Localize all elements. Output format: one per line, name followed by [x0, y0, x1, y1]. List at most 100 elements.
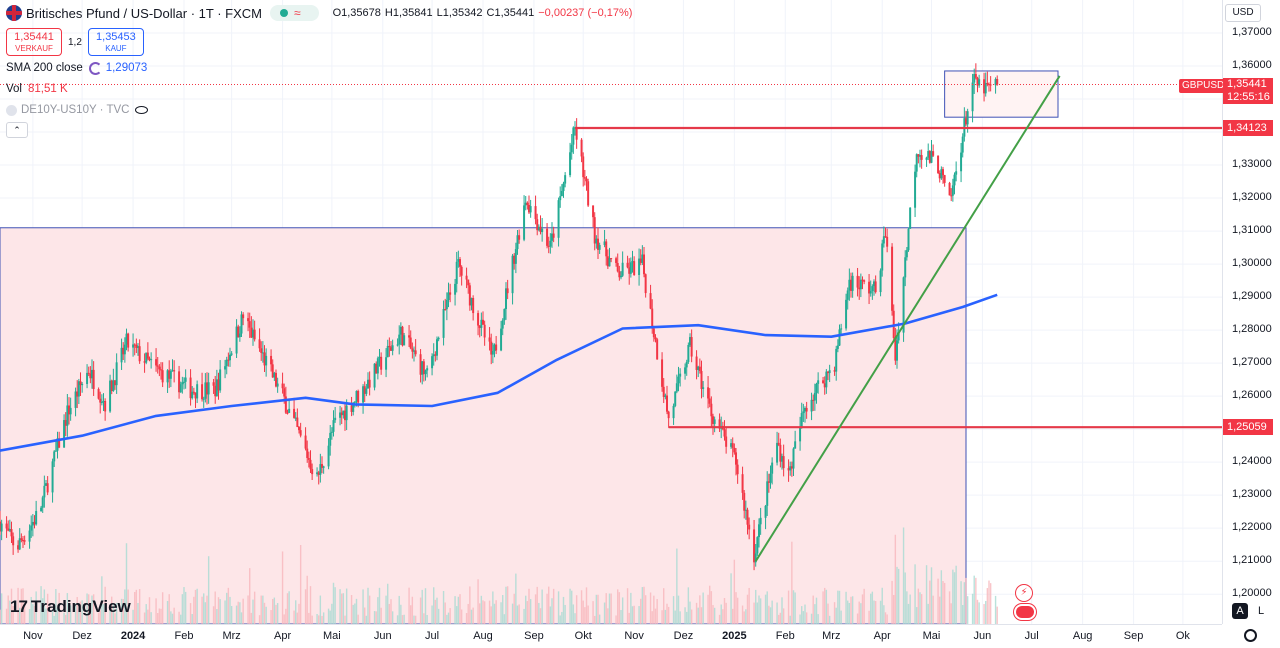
volume-bar	[334, 587, 336, 624]
compare-legend[interactable]: DE10Y-US10Y · TVC	[6, 101, 636, 119]
candle-body	[685, 361, 688, 368]
volume-bar	[286, 593, 289, 624]
collapse-legend-button[interactable]: ⌃	[6, 122, 28, 138]
volume-bar	[288, 591, 290, 624]
market-status[interactable]: ≈	[269, 5, 319, 21]
candle-body	[928, 151, 931, 163]
volume-bar	[505, 586, 507, 624]
candle-body	[104, 400, 107, 412]
candle-body	[155, 359, 158, 366]
volume-bar	[940, 570, 943, 624]
volume-bar	[380, 607, 382, 624]
candle-body	[316, 472, 319, 475]
log-scale-button[interactable]: L	[1257, 605, 1265, 617]
volume-bar	[306, 575, 308, 624]
compare-label: DE10Y-US10Y · TVC	[21, 104, 130, 116]
volume-bar	[46, 593, 49, 624]
sell-button[interactable]: 1,35441 VERKAUF	[6, 28, 62, 56]
time-tick-label: Sep	[1123, 630, 1144, 642]
candle-body	[551, 233, 553, 241]
volume-bar	[125, 543, 128, 624]
volume-bar	[457, 596, 460, 624]
volume-bar	[470, 609, 473, 624]
hidden-eye-icon[interactable]	[135, 106, 149, 114]
auto-scale-button[interactable]: A	[1232, 603, 1248, 619]
symbol-title[interactable]: Britisches Pfund / US-Dollar · 1T · FXCM	[26, 5, 262, 21]
volume-bar	[403, 614, 405, 624]
volume-bar	[536, 586, 538, 624]
candle-body	[919, 155, 921, 157]
volume-bar	[112, 603, 115, 624]
volume-bar	[219, 599, 221, 624]
sma-legend[interactable]: SMA 200 close 1,29073	[6, 59, 636, 77]
candle-body	[823, 383, 826, 388]
candle-body	[518, 235, 521, 240]
volume-bar	[88, 594, 90, 624]
flash-event-icon[interactable]: ⚡	[1015, 584, 1033, 602]
buy-button[interactable]: 1,35453 KAUF	[87, 28, 144, 56]
volume-bar	[564, 604, 566, 624]
candle-body	[363, 386, 366, 394]
volume-bar	[114, 613, 116, 624]
candle-body	[81, 383, 84, 386]
volume-bar	[896, 566, 898, 624]
volume-bar	[962, 605, 964, 624]
candle-body	[10, 529, 13, 537]
volume-bar	[235, 605, 238, 624]
candle-body	[871, 286, 874, 292]
candle-body	[181, 382, 184, 385]
volume-bar	[161, 592, 164, 624]
chart-zones	[0, 70, 1059, 624]
currency-button[interactable]: USD	[1225, 4, 1261, 22]
volume-bar	[848, 602, 851, 624]
volume-bar	[155, 598, 157, 624]
settings-gear-icon[interactable]	[1244, 629, 1257, 642]
candle-body	[253, 329, 256, 340]
candle-body	[368, 379, 371, 388]
ohlc-open: O1,35678	[332, 7, 381, 19]
volume-bar	[99, 610, 101, 624]
volume-bar	[663, 588, 665, 624]
volume-bar	[354, 603, 356, 624]
candle-body	[432, 354, 435, 357]
price-axis[interactable]	[1222, 0, 1280, 624]
candle-body	[18, 538, 21, 550]
volume-bar	[697, 607, 699, 624]
volume-bar	[528, 588, 530, 624]
volume-bar	[988, 580, 990, 624]
price-tick-label: 1,22000	[1232, 521, 1272, 534]
candle-body	[817, 380, 820, 384]
candle-body	[353, 401, 356, 403]
candle-body	[524, 202, 527, 206]
candle-body	[733, 447, 736, 453]
candle-body	[868, 281, 871, 294]
volume-bar	[838, 590, 841, 624]
volume-bar	[449, 608, 451, 624]
candle-body	[920, 155, 923, 160]
volume-bar	[74, 603, 77, 624]
volume-bar	[920, 594, 923, 624]
candle-body	[455, 261, 458, 284]
time-axis[interactable]	[0, 624, 1222, 648]
economic-event-icon[interactable]	[1014, 604, 1036, 620]
volume-bar	[745, 609, 747, 624]
tradingview-logo[interactable]: 17 TradingView	[10, 597, 131, 617]
candle-body	[311, 469, 314, 475]
candle-body	[759, 517, 762, 525]
candle-body	[723, 429, 726, 437]
volume-bar	[262, 595, 264, 624]
time-tick-label: Aug	[473, 630, 493, 642]
volume-bar	[628, 612, 630, 624]
candle-body	[598, 244, 601, 250]
volume-bar	[180, 614, 182, 624]
volume-bar	[0, 609, 1, 624]
candle-body	[838, 329, 841, 346]
volume-bar	[28, 609, 31, 624]
volume-bar	[350, 595, 353, 624]
volume-bar	[513, 593, 515, 624]
price-chart[interactable]	[0, 0, 1222, 624]
volume-bar	[92, 594, 95, 624]
volume-legend[interactable]: Vol 81,51 K	[6, 80, 636, 98]
volume-bar	[43, 589, 46, 624]
candle-body	[352, 402, 355, 412]
